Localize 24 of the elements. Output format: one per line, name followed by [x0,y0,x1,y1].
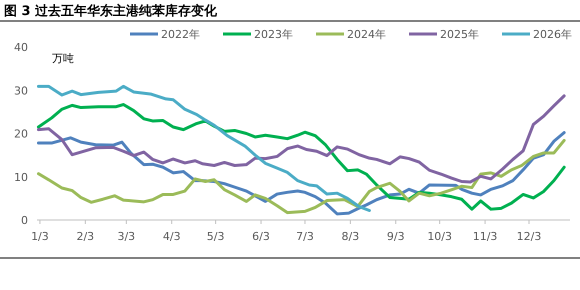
x-tick-label: 1/3 [31,230,49,243]
y-tick-label: 10 [14,170,28,184]
y-tick-label: 20 [14,128,28,140]
y-tick-label: 0 [21,214,28,227]
legend-label: 2023年 [254,28,293,41]
x-tick-label: 12/3 [516,230,542,243]
legend-label: 2026年 [533,28,572,41]
y-axis-title: 万吨 [52,52,74,65]
y-tick-label: 30 [14,84,28,98]
x-tick-label: 2/3 [76,230,94,243]
legend-label: 2025年 [440,28,479,41]
x-tick-label: 11/3 [472,230,498,243]
x-tick-label: 10/3 [427,230,452,243]
x-tick-label: 4/3 [162,230,181,243]
y-tick-label: 40 [14,41,28,54]
x-tick-label: 5/3 [206,230,224,243]
legend-label: 2022年 [161,28,200,41]
x-tick-label: 6/3 [252,230,270,243]
x-tick-label: 9/3 [386,230,405,243]
chart-title: 图 3 过去五年华东主港纯苯库存变化 [4,3,218,19]
legend-label: 2024年 [347,28,386,41]
x-tick-label: 3/3 [117,230,136,243]
x-tick-label: 7/3 [296,230,314,243]
x-tick-label: 8/3 [342,230,360,243]
